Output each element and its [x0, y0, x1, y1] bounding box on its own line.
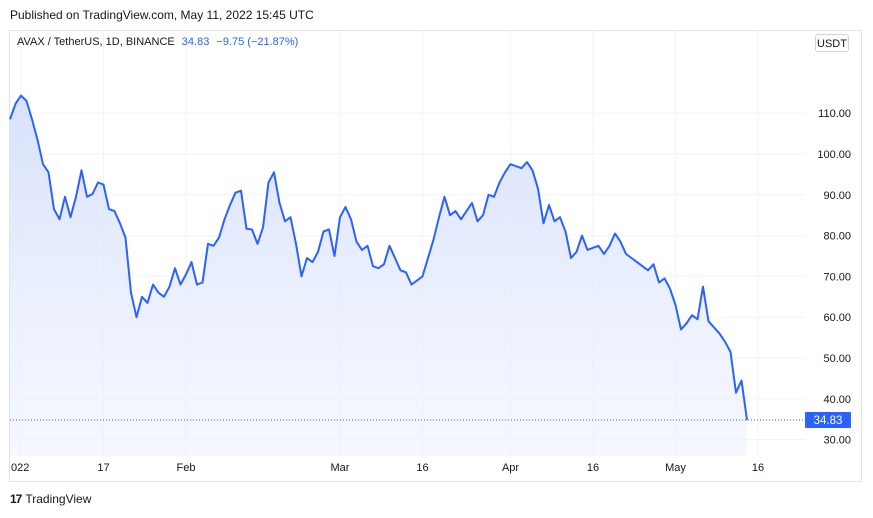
price-tick-label: 100.00 — [817, 149, 851, 161]
symbol-title: AVAX / TetherUS, 1D, BINANCE — [17, 36, 175, 48]
symbol-legend[interactable]: AVAX / TetherUS, 1D, BINANCE 34.83 −9.75… — [17, 36, 298, 48]
tradingview-brand[interactable]: 17 TradingView — [10, 492, 91, 506]
price-tick-label: 40.00 — [823, 394, 851, 406]
last-price-value: 34.83 — [181, 36, 210, 48]
last-price-badge-bg — [805, 411, 851, 428]
tradingview-logo-icon: 17 — [10, 492, 22, 506]
price-tick-label: 70.00 — [823, 271, 851, 283]
price-axis[interactable]: 110.00 100.00 90.00 80.00 70.00 60.00 50.00 40.… — [817, 108, 851, 447]
time-tick-label: 16 — [752, 462, 764, 474]
price-tick-label: 30.00 — [823, 435, 851, 447]
time-tick-label: May — [665, 462, 686, 474]
time-tick-label: Apr — [502, 462, 519, 474]
price-area-fill — [10, 95, 747, 456]
brand-name: TradingView — [25, 492, 92, 506]
time-axis[interactable]: 022 17 Feb Mar 16 Apr 16 May 16 — [11, 462, 764, 474]
time-tick-label: 16 — [587, 462, 599, 474]
price-change-value: −9.75 (−21.87%) — [216, 36, 299, 48]
price-line[interactable] — [9, 94, 748, 421]
price-tick-label: 50.00 — [823, 353, 851, 365]
chart-frame — [9, 30, 862, 482]
last-price-badge: 34.83 — [805, 411, 851, 428]
price-tick-label: 90.00 — [823, 190, 851, 202]
time-tick-label: Feb — [177, 462, 196, 474]
published-caption: Published on TradingView.com, May 11, 20… — [10, 8, 314, 22]
price-tick-label: 110.00 — [818, 108, 851, 120]
time-tick-label: 17 — [97, 462, 109, 474]
time-tick-label: Mar — [331, 462, 350, 474]
price-tick-label: 80.00 — [823, 231, 851, 243]
time-tick-label: 022 — [11, 462, 29, 474]
time-tick-label: 16 — [416, 462, 428, 474]
price-tick-label: 60.00 — [823, 312, 851, 324]
currency-button[interactable]: USDT — [815, 34, 849, 52]
last-price-label: 34.83 — [814, 415, 843, 427]
